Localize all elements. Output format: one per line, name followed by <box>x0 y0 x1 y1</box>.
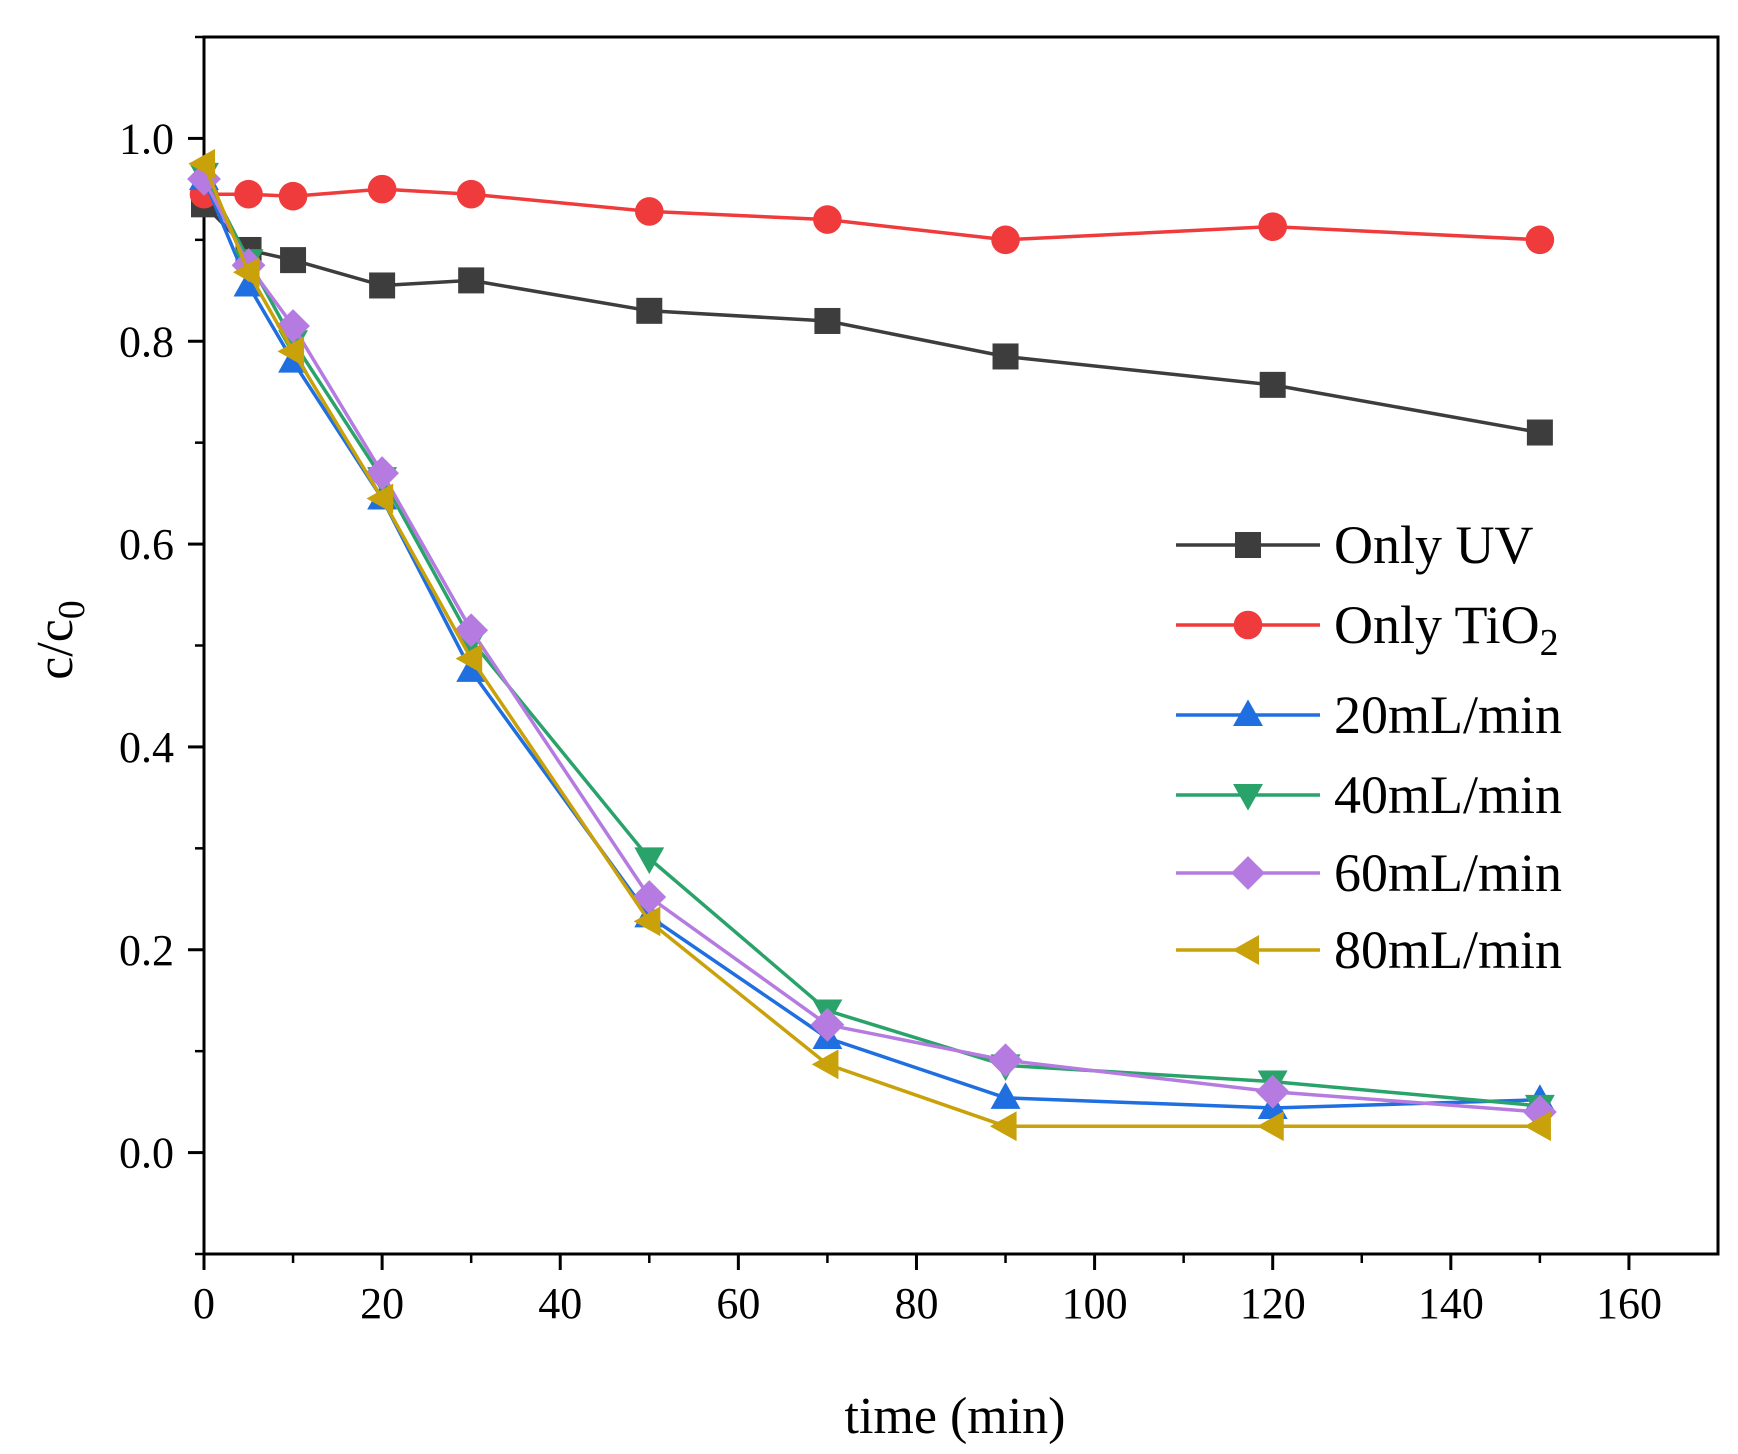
series-line <box>202 178 1541 1114</box>
data-point <box>634 197 664 226</box>
series-line <box>204 187 1540 242</box>
legend-label: 40mL/min <box>1334 765 1562 825</box>
data-point <box>232 257 260 288</box>
data-point <box>1524 1111 1551 1142</box>
legend-marker <box>1232 935 1260 965</box>
legend-item: 80mL/min <box>1176 920 1562 980</box>
data-point <box>811 1049 839 1080</box>
x-tick-label: 100 <box>1062 1279 1128 1328</box>
data-point <box>1526 419 1553 446</box>
x-tick-label: 80 <box>894 1279 938 1328</box>
y-tick-label: 0.6 <box>119 520 174 569</box>
series-layer <box>187 148 1557 1142</box>
data-point <box>369 272 396 299</box>
legend-marker <box>1235 532 1261 558</box>
x-axis: 0 20 40 60 80 100 120 140 160 <box>193 1254 1662 1328</box>
series-line <box>202 173 1541 1108</box>
data-point <box>455 643 483 674</box>
x-tick-label: 40 <box>538 1279 582 1328</box>
legend-label: 20mL/min <box>1334 685 1562 745</box>
data-point <box>1259 371 1286 398</box>
legend-label-main: 60mL/min <box>1334 843 1562 903</box>
data-point <box>1258 212 1288 241</box>
legend-marker <box>1231 856 1265 890</box>
data-point <box>454 613 489 648</box>
data-point <box>813 205 842 234</box>
x-axis-title: time (min) <box>845 1388 1066 1445</box>
legend-marker <box>1233 610 1263 640</box>
data-point <box>366 483 394 514</box>
data-point <box>278 181 308 211</box>
data-point <box>367 174 397 204</box>
y-axis-title-sub: 0 <box>51 600 93 619</box>
data-point <box>988 1043 1023 1078</box>
legend-label-main: 80mL/min <box>1334 920 1562 980</box>
data-point <box>810 1007 845 1042</box>
legend-label: Only UV <box>1334 515 1534 575</box>
x-tick-label: 20 <box>360 1279 404 1328</box>
legend-item: Only TiO2 <box>1176 595 1559 664</box>
data-point <box>277 336 305 367</box>
x-tick-label: 160 <box>1596 1279 1662 1328</box>
y-tick-label: 0.4 <box>119 723 174 772</box>
x-tick-label: 120 <box>1240 1279 1306 1328</box>
legend-label-main: 20mL/min <box>1334 685 1562 745</box>
legend-label: 60mL/min <box>1334 843 1562 903</box>
legend-marker <box>1233 783 1263 811</box>
x-tick-label: 140 <box>1418 1279 1484 1328</box>
y-tick-label: 0.0 <box>119 1129 174 1178</box>
series-only-tio2 <box>189 174 1555 255</box>
data-point <box>633 906 661 937</box>
data-point <box>634 847 665 875</box>
legend-item: 20mL/min <box>1176 685 1562 745</box>
legend-label-main: 40mL/min <box>1334 765 1562 825</box>
data-point <box>456 655 487 682</box>
data-point <box>992 343 1019 370</box>
y-tick-label: 1.0 <box>119 114 174 163</box>
data-point <box>188 148 216 179</box>
data-point <box>814 307 841 334</box>
data-point <box>1257 1111 1284 1142</box>
data-point <box>234 179 263 209</box>
legend-label: Only TiO2 <box>1334 595 1559 664</box>
legend-item: Only UV <box>1176 515 1534 575</box>
legend-label-main: Only TiO <box>1334 595 1540 655</box>
series-80ml-min <box>188 148 1551 1142</box>
series-line <box>202 178 1540 1110</box>
series-line <box>202 203 1541 435</box>
data-point <box>1255 1074 1290 1109</box>
legend-label-sub: 2 <box>1540 622 1559 664</box>
y-tick-label: 0.8 <box>119 317 174 366</box>
data-point <box>233 269 264 297</box>
y-axis: 0.0 0.2 0.4 0.6 0.8 1.0 <box>119 35 204 1256</box>
data-point <box>991 225 1020 255</box>
data-point <box>632 880 667 914</box>
legend: Only UV Only TiO2 20mL/min 40mL/min 60mL/min… <box>1176 515 1562 980</box>
data-point <box>989 1111 1017 1142</box>
data-point <box>280 247 307 274</box>
data-point <box>1525 225 1555 255</box>
data-point <box>636 297 663 324</box>
y-axis-title: c/c0 <box>27 600 93 680</box>
y-tick-label: 0.2 <box>119 926 174 975</box>
legend-item: 40mL/min <box>1176 765 1562 825</box>
data-point <box>456 179 486 209</box>
legend-item: 60mL/min <box>1176 843 1562 903</box>
series-60ml-min <box>187 162 1557 1129</box>
legend-marker <box>1233 699 1263 727</box>
series-line <box>202 163 1540 1128</box>
data-point <box>458 267 485 294</box>
legend-label: 80mL/min <box>1334 920 1562 980</box>
x-tick-label: 0 <box>193 1279 215 1328</box>
legend-label-main: Only UV <box>1334 515 1534 575</box>
x-tick-label: 60 <box>716 1279 760 1328</box>
y-axis-title-main: c/c <box>27 619 84 680</box>
data-point <box>990 1082 1021 1109</box>
